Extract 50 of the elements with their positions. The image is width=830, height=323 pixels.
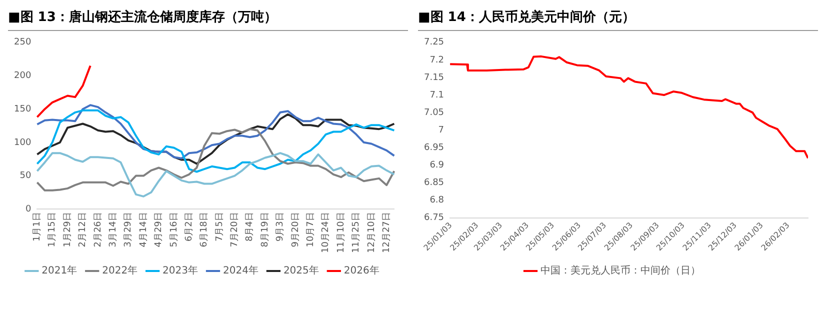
x-tick-label: 7月5日	[214, 212, 225, 242]
y-tick-label: 200	[14, 71, 32, 82]
x-tick-label: 9月20日	[290, 212, 301, 248]
x-tick-label: 11月25日	[352, 212, 362, 253]
y-tick-label: 7.25	[424, 38, 444, 48]
chart-title: ■图 13：唐山钢还主流仓储周度库存（万吨）	[8, 8, 408, 31]
y-tick-label: 6.75	[424, 213, 444, 224]
legend-label: 中国：美元兑人民币：中间价（日）	[540, 264, 700, 277]
x-tick-label: 2月26日	[93, 212, 104, 248]
x-tick-label: 10月7日	[306, 212, 316, 248]
x-tick-label: 4月14日	[138, 212, 149, 248]
x-tick-label: 1月29日	[62, 212, 73, 248]
y-tick-label: 7.1	[430, 90, 444, 100]
legend-label: 2021年	[42, 264, 78, 277]
y-tick-label: 6.95	[424, 142, 444, 153]
y-tick-label: 250	[14, 38, 32, 48]
x-tick-label: 6月2日	[184, 212, 194, 242]
x-tick-label: 10月24日	[321, 212, 332, 253]
x-tick-label: 12月10日	[366, 212, 377, 253]
y-tick-label: 7.15	[424, 72, 444, 83]
x-tick-label: 11月10日	[336, 212, 346, 253]
y-tick-label: 50	[20, 171, 32, 182]
legend-label: 2026年	[344, 264, 380, 277]
x-tick-label: 8月4日	[245, 212, 256, 242]
y-tick-label: 150	[14, 104, 32, 114]
y-tick-label: 6.8	[430, 196, 444, 206]
x-tick-label: 8月19日	[260, 212, 270, 248]
legend-label: 2025年	[283, 264, 319, 277]
legend-label: 2023年	[162, 264, 198, 277]
x-tick-label: 7月20日	[230, 212, 240, 248]
x-tick-label: 4月29日	[154, 212, 164, 248]
x-tick-label: 12月27日	[382, 212, 392, 253]
x-tick-label: 5月16日	[169, 212, 180, 248]
y-tick-label: 7	[438, 125, 444, 136]
legend-label: 2024年	[223, 264, 258, 277]
x-tick-label: 6月18日	[200, 212, 210, 248]
y-tick-label: 7.05	[424, 108, 444, 118]
x-tick-label: 2月12日	[78, 212, 88, 248]
x-tick-label: 1月15日	[48, 212, 58, 248]
legend-label: 2022年	[102, 264, 138, 277]
y-tick-label: 6.9	[430, 160, 444, 171]
y-tick-label: 7.2	[430, 55, 444, 66]
y-tick-label: 0	[25, 204, 32, 214]
x-tick-label: 1月1日	[32, 212, 43, 242]
chart-title: ■图 14：人民币兑美元中间价（元）	[418, 8, 818, 31]
y-tick-label: 100	[14, 138, 32, 148]
x-tick-label: 3月14日	[108, 212, 118, 248]
x-tick-label: 9月3日	[276, 212, 286, 242]
x-tick-label: 3月29日	[124, 212, 134, 248]
y-tick-label: 6.85	[424, 178, 444, 188]
